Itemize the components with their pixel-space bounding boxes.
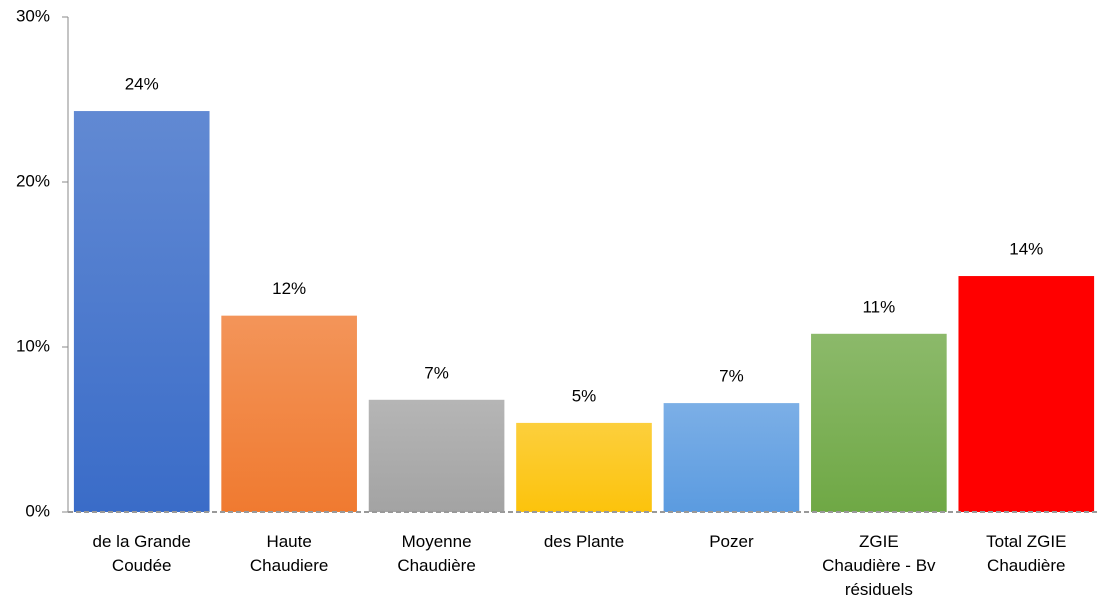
x-tick-label: des Plante: [543, 532, 625, 551]
y-tick-label: 10%: [16, 336, 50, 355]
bar: [368, 399, 505, 512]
data-label: 7%: [719, 367, 744, 386]
x-tick-label: Moyenne Chaudière: [397, 532, 476, 575]
data-label: 24%: [125, 75, 159, 94]
y-tick-label: 0%: [25, 501, 50, 520]
data-label: 7%: [424, 363, 449, 382]
data-label: 12%: [272, 279, 306, 298]
data-label: 14%: [1009, 240, 1043, 259]
bar: [73, 111, 210, 513]
bar: [221, 315, 357, 512]
x-tick-label: ZGIE Chaudière - Bv résiduels: [822, 532, 936, 599]
bar: [516, 422, 652, 512]
x-tick-label: Haute Chaudiere: [249, 532, 329, 575]
y-tick-label: 20%: [16, 171, 50, 190]
x-tick-label: Total ZGIE Chaudière: [986, 532, 1067, 575]
data-label: 11%: [862, 297, 895, 316]
x-tick-label: de la Grande Coudée: [92, 532, 191, 575]
y-tick-label: 30%: [16, 6, 50, 25]
bar: [958, 276, 1095, 512]
data-label: 5%: [572, 386, 597, 405]
bar: [811, 333, 947, 512]
x-tick-label: Pozer: [709, 532, 754, 551]
bar: [663, 403, 800, 512]
